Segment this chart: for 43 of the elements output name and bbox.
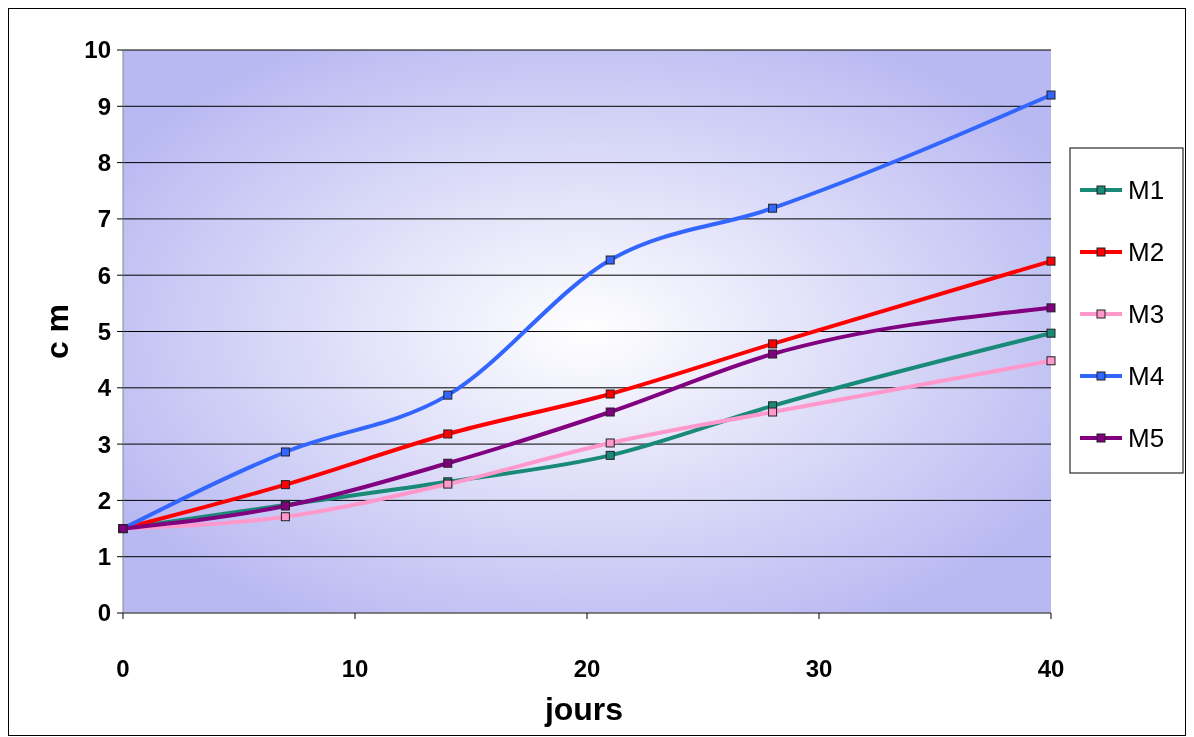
point [443,390,453,400]
legend-label: M3 [1128,299,1165,330]
point [605,255,615,265]
point [605,407,615,417]
x-tick-label: 30 [805,655,833,682]
point [1046,303,1056,313]
y-tick-label: 3 [97,430,111,458]
x-tick-label: 20 [573,655,601,682]
y-tick-label: 10 [84,36,111,64]
point [605,450,615,460]
y-tick-label: 0 [97,599,111,627]
point [768,349,778,359]
point [443,429,453,439]
y-tick-label: 9 [97,92,111,120]
point [768,407,778,417]
legend-label: M4 [1128,361,1165,392]
point [1046,356,1056,366]
point [1046,90,1056,100]
legend-label: M2 [1128,237,1165,268]
legend-label: M5 [1128,423,1165,454]
point [605,389,615,399]
y-tick-label: 4 [97,374,112,402]
point [280,447,290,457]
y-tick-label: 7 [97,205,111,233]
point [443,458,453,468]
x-tick-label: 10 [341,655,369,682]
point [768,203,778,213]
point [280,512,290,522]
y-tick-label: 2 [97,486,111,514]
y-tick-label: 1 [97,543,111,571]
y-axis-title: c m [39,303,75,360]
y-tick-label: 5 [97,317,111,345]
point [1046,328,1056,338]
legend-label: M1 [1128,175,1165,206]
x-tick-label: 0 [116,655,130,682]
point [768,339,778,349]
point [280,480,290,490]
y-tick-label: 8 [97,149,111,176]
y-tick-label: 6 [97,261,111,289]
point [605,438,615,448]
point [1046,256,1056,266]
x-tick-label: 40 [1037,655,1065,682]
x-axis-title: jours [543,691,624,727]
